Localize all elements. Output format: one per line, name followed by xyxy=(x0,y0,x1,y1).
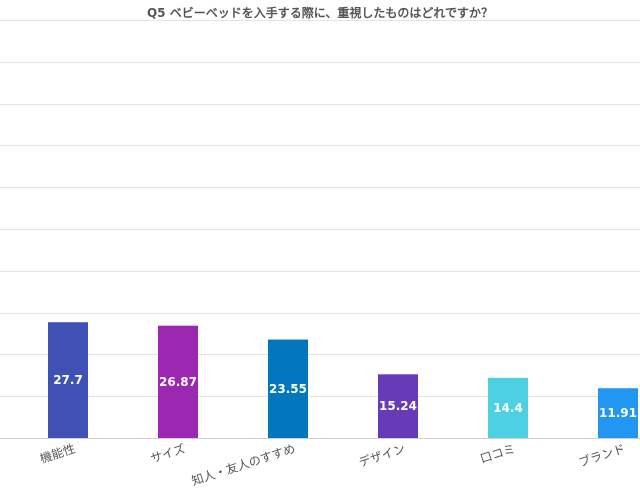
category-labels: 機能性 サイズ 知人・友人のすすめ デザイン 口コミ ブランド xyxy=(38,441,627,489)
category-tick-label: 機能性 xyxy=(38,441,77,466)
bars xyxy=(48,322,638,438)
value-labels: 27.7 26.87 23.55 15.24 14.4 11.91 xyxy=(53,373,637,420)
data-label: 23.55 xyxy=(269,382,307,396)
category-tick-label: 知人・友人のすすめ xyxy=(190,442,297,489)
bar[interactable] xyxy=(488,377,528,438)
bar[interactable] xyxy=(378,374,418,438)
data-label: 14.4 xyxy=(493,401,523,415)
category-tick-label: デザイン xyxy=(357,441,407,470)
chart-title: Q5 ベビーベッドを入手する際に、重視したものはどれですか？ xyxy=(146,6,493,20)
category-tick-label: サイズ xyxy=(148,441,187,466)
gridlines xyxy=(0,20,640,439)
data-label: 27.7 xyxy=(53,373,83,387)
data-label: 11.91 xyxy=(599,406,637,420)
bar[interactable] xyxy=(598,388,638,438)
bar[interactable] xyxy=(48,322,88,438)
category-tick-label: 口コミ xyxy=(478,442,517,466)
data-label: 26.87 xyxy=(159,375,197,389)
bar[interactable] xyxy=(268,339,308,438)
data-label: 15.24 xyxy=(379,399,417,413)
category-tick-label: ブランド xyxy=(577,441,627,470)
bar[interactable] xyxy=(158,325,198,438)
